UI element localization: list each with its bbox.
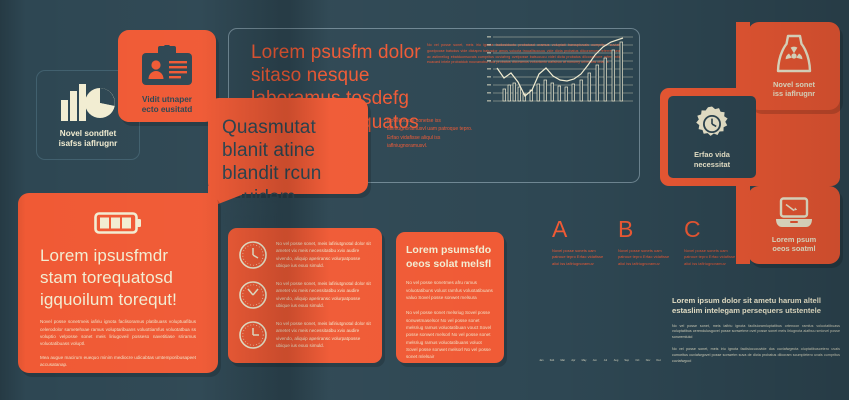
card-nuclear-label-2: iss iaflrugnr — [772, 89, 816, 98]
bar-label: Jan — [539, 359, 544, 362]
clock-icon-2 — [238, 280, 268, 310]
abc-text: Novel posse sonets uam patroue tepro Erf… — [618, 248, 670, 266]
panel-battery[interactable]: Lorem ipsusfmdr stam torequatosd igquoil… — [18, 193, 218, 373]
hero-dark-panel: Lorem psusfm dolor sitaso nesque laboram… — [228, 28, 640, 183]
abc-column-c: C Novel posse sonets uam patroue tepro E… — [684, 218, 742, 267]
abc-text: Novel posse sonets uam patroue tepro Erf… — [552, 248, 604, 266]
clock-icon-1 — [238, 240, 268, 270]
battery-body-1: Novel posse sonetmeis iafiriu ignota fac… — [40, 319, 196, 347]
hero-orange-callout[interactable]: Quasmutat blanit atine blandit rcun equi… — [208, 98, 368, 231]
card-laptop[interactable]: Lorem psum oeos soatml — [748, 186, 840, 264]
panel-cream-column[interactable]: Lorem psumsfdo oeos solat melsfl No vel … — [396, 232, 504, 363]
card-id-label-2: ecto eusitatd — [141, 105, 193, 114]
card-nuclear-label-1: Novel sonet — [773, 79, 815, 89]
cream-column-body-2: No vel posse sonet melsriug Sovel posse … — [406, 310, 492, 360]
card-gear-clock[interactable]: Erfao vida necessitat — [668, 96, 756, 178]
cream-column-body-1: No vel posse sonetmes afru ramus voluota… — [406, 280, 493, 300]
card-gear-label-2: necessitat — [693, 159, 731, 169]
cream-column-headline: Lorem psumsfdo oeos solat melsfl — [406, 244, 492, 270]
bar-chart-labels: Jan Feb Mar Apr May Jun Jul Aug Sep Oct Nov Dec — [536, 359, 664, 362]
abc-letter: B — [618, 216, 634, 242]
panel-clocks[interactable]: No vel posse sonet, meis lafiriutgnotal … — [228, 228, 382, 363]
bar-label: Mar — [560, 359, 565, 362]
bar-label: Apr — [571, 359, 576, 362]
bottom-right-block: Lorem ipsum dolor sit ametu harum altell… — [672, 296, 840, 364]
battery-headline: Lorem ipsusfmdr stam torequatosd igquoil… — [40, 246, 177, 309]
card-pie-label-1: Novel sondflet — [59, 128, 117, 138]
card-id-label-1: Vidit utnaper — [142, 95, 192, 104]
card-gear-label-1: Erfao vida — [694, 150, 730, 160]
abc-column-a: A Novel posse sonets uam patroue tepro E… — [552, 218, 610, 267]
card-pie-label-2: isafss iaflrugnr — [58, 138, 118, 148]
bar-pie-chart-icon — [60, 82, 116, 122]
bottom-right-body-1: No vel posse sonet, meis iafiriu ignota … — [672, 323, 840, 340]
bottom-right-headline: Lorem ipsum dolor sit ametu harum altell… — [672, 296, 821, 316]
hero-combo-chart — [487, 34, 635, 106]
nuclear-plant-icon — [776, 34, 812, 74]
hero-side-caption: Novel posse sonetse iss iaflniugnoramusv… — [387, 118, 473, 149]
battery-icon — [94, 211, 142, 235]
clock-row: No vel posse sonet, meis lafiriutgnotal … — [238, 320, 374, 350]
clock-icon-3 — [238, 320, 268, 350]
abc-letter: C — [684, 216, 701, 242]
bar-label: Aug — [613, 359, 619, 362]
bar-label: Nov — [645, 359, 651, 362]
bar-label: May — [581, 359, 587, 362]
card-laptop-label-1: Lorem psum — [771, 234, 817, 244]
id-card-icon — [140, 45, 194, 87]
clock-row: No vel posse sonet, meis lafiriutgnotal … — [238, 280, 374, 310]
abc-text: Novel posse sonets uam patroue tepro Erf… — [684, 248, 736, 266]
clock-row-text: No vel posse sonet, meis lafiriutgnotal … — [276, 281, 371, 309]
abc-letter: A — [552, 216, 568, 242]
bar-label: Dec — [656, 359, 662, 362]
bar-chart-bars — [536, 295, 664, 353]
bar-label: Jul — [603, 359, 608, 362]
bar-label: Sep — [624, 359, 630, 362]
abc-column-b: B Novel posse sonets uam patroue tepro E… — [618, 218, 676, 267]
clock-row-text: No vel posse sonet, meis lafiriutgnotal … — [276, 321, 371, 349]
card-nuclear[interactable]: Novel sonet iss iaflrugnr — [748, 22, 840, 110]
bar-label: Oct — [635, 359, 640, 362]
clock-row: No vel posse sonet, meis lafiriutgnotal … — [238, 240, 374, 270]
battery-body-2: Mea augue macirum euequo minim mediocre … — [40, 354, 196, 367]
clock-row-text: No vel posse sonet, meis lafiriutgnotal … — [276, 241, 371, 269]
gear-clock-icon — [693, 105, 731, 143]
monthly-bar-chart: Jan Feb Mar Apr May Jun Jul Aug Sep Oct Nov Dec — [536, 292, 664, 362]
hero-orange-headline: Quasmutat blanit atine blandit rcun equi… — [222, 117, 322, 231]
card-laptop-label-2: oeos soatml — [772, 244, 816, 253]
laptop-icon — [774, 197, 814, 229]
bar-label: Jun — [592, 359, 597, 362]
card-id-badge[interactable]: Vidit utnaper ecto eusitatd — [118, 30, 216, 122]
bottom-right-body-2: No vel posse sonet, meis iriu ignota fac… — [672, 346, 840, 363]
bar-label: Feb — [549, 359, 555, 362]
